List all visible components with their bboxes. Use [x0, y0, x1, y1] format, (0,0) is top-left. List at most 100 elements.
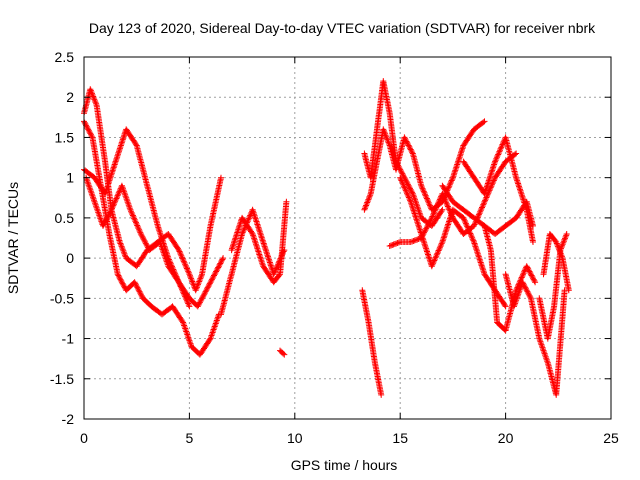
- data-point: [175, 247, 182, 254]
- data-point: [469, 234, 476, 241]
- data-point: [430, 210, 437, 217]
- data-point: [497, 147, 503, 154]
- data-point: [177, 283, 184, 290]
- data-point: [116, 275, 123, 282]
- data-point: [530, 276, 537, 283]
- data-point: [493, 155, 500, 162]
- data-point: [443, 199, 450, 206]
- data-point: [430, 260, 437, 267]
- data-point: [114, 271, 121, 278]
- data-point: [475, 213, 482, 219]
- data-point: [179, 254, 185, 261]
- y-tick-label: 0.5: [55, 210, 75, 226]
- data-point: [276, 272, 283, 279]
- data-point: [213, 267, 220, 274]
- data-point: [423, 195, 430, 202]
- data-point: [117, 276, 124, 283]
- series-s4: [83, 174, 193, 310]
- data-point: [513, 150, 520, 157]
- data-point: [404, 191, 411, 198]
- data-point: [115, 189, 122, 196]
- data-point: [204, 284, 211, 291]
- data-point: [400, 183, 407, 190]
- data-point: [83, 123, 90, 130]
- data-point: [88, 131, 94, 138]
- data-point: [104, 214, 111, 221]
- data-point: [183, 264, 190, 271]
- data-point: [108, 206, 115, 213]
- data-point: [273, 265, 280, 272]
- data-point: [202, 288, 209, 295]
- data-point: [115, 272, 122, 279]
- data-point: [218, 257, 225, 264]
- data-point: [478, 205, 485, 212]
- data-point: [518, 275, 525, 282]
- data-point: [133, 219, 139, 226]
- data-point: [421, 189, 428, 196]
- data-point: [87, 130, 94, 137]
- data-point: [525, 290, 532, 296]
- data-point: [469, 236, 476, 243]
- data-point: [210, 273, 217, 280]
- data-point: [403, 188, 410, 195]
- data-point: [104, 213, 111, 220]
- data-point: [182, 261, 189, 268]
- data-point: [131, 279, 138, 286]
- data-point: [274, 262, 281, 269]
- data-point: [481, 118, 488, 125]
- chart-title: Day 123 of 2020, Sidereal Day-to-day VTE…: [89, 20, 596, 36]
- data-point: [424, 222, 431, 229]
- data-point: [434, 202, 441, 209]
- data-point: [194, 303, 201, 310]
- data-point: [207, 279, 214, 286]
- data-point: [427, 217, 434, 224]
- data-point: [180, 257, 187, 263]
- data-point: [525, 267, 532, 274]
- data-point: [112, 198, 119, 205]
- x-tick-label: 20: [498, 430, 514, 446]
- data-point: [140, 235, 146, 241]
- data-point: [423, 224, 430, 231]
- data-point: [84, 125, 91, 132]
- data-point: [186, 303, 193, 310]
- data-point: [563, 231, 570, 237]
- data-point: [117, 240, 124, 247]
- data-point: [185, 302, 192, 308]
- data-point: [524, 264, 531, 271]
- data-point: [480, 119, 487, 126]
- data-point: [525, 265, 532, 272]
- data-point: [441, 195, 448, 201]
- data-point: [240, 228, 247, 235]
- data-point: [137, 229, 144, 236]
- data-point: [404, 190, 410, 197]
- data-point: [205, 283, 212, 290]
- data-point: [132, 141, 139, 148]
- x-tick-label: 10: [287, 430, 303, 446]
- data-point: [399, 178, 406, 185]
- data-point: [525, 291, 532, 298]
- data-point: [409, 189, 416, 196]
- data-point: [436, 244, 443, 251]
- data-point: [208, 276, 215, 283]
- data-point: [385, 139, 392, 146]
- data-point: [427, 202, 433, 209]
- data-point: [519, 279, 526, 286]
- data-point: [215, 263, 222, 270]
- y-tick-label: -0.5: [50, 290, 74, 306]
- data-point: [209, 275, 216, 282]
- series-s8: [359, 287, 385, 398]
- data-point: [526, 292, 533, 299]
- data-point: [200, 292, 207, 299]
- data-point: [382, 132, 389, 139]
- data-point: [188, 277, 195, 284]
- data-point: [400, 172, 406, 178]
- data-point: [137, 231, 144, 237]
- data-point: [135, 287, 142, 294]
- series-s14: [460, 134, 536, 245]
- data-points: [81, 78, 572, 398]
- data-point: [467, 230, 474, 237]
- data-point: [195, 302, 202, 308]
- data-point: [137, 290, 144, 296]
- data-point: [142, 240, 149, 247]
